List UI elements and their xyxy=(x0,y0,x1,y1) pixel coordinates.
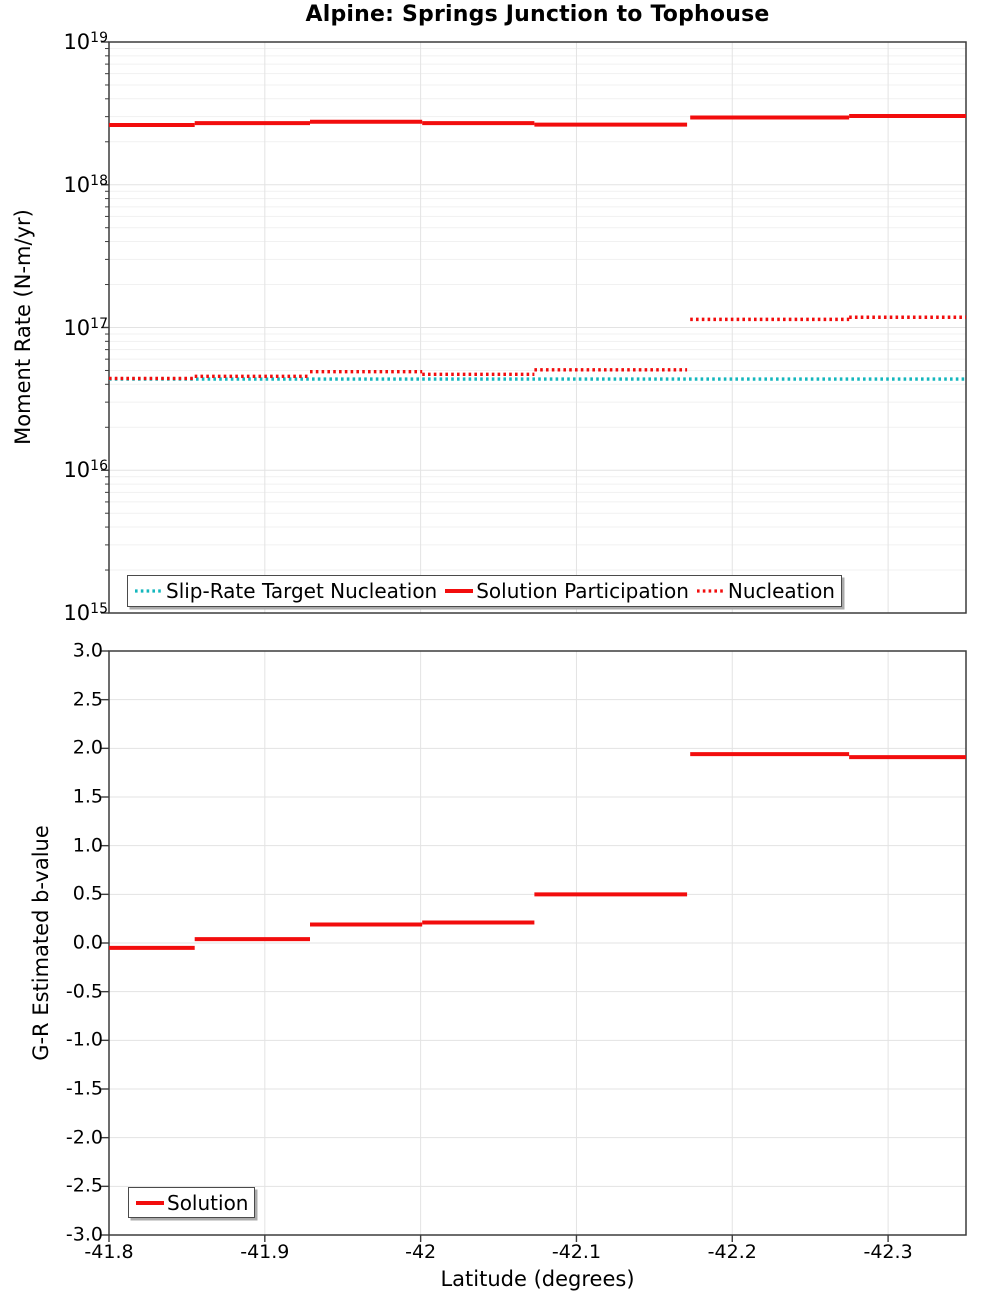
legend-item: Solution xyxy=(135,1191,248,1215)
legend-item-label: Solution Participation xyxy=(476,579,689,603)
x-tick-label: -41.9 xyxy=(240,1241,290,1263)
top-y-tick-label-1e15: 1015 xyxy=(63,601,108,625)
legend-item-label: Solution xyxy=(167,1190,249,1215)
legend-swatch-solid xyxy=(445,589,474,593)
x-tick-label: -42.1 xyxy=(551,1241,602,1263)
chart-title: Alpine: Springs Junction to Tophouse xyxy=(305,2,770,27)
top-legend: Slip-Rate Target Nucleation Solution Part… xyxy=(127,575,842,607)
legend-swatch-dotted xyxy=(135,589,163,593)
legend-item: Nucleation xyxy=(696,579,835,603)
x-tick-label: -41.8 xyxy=(84,1241,134,1263)
bottom-legend: Solution xyxy=(128,1187,256,1218)
legend-item: Solution Participation xyxy=(444,579,689,603)
top-y-tick-label-1e19: 1019 xyxy=(63,30,108,54)
legend-item: Slip-Rate Target Nucleation xyxy=(134,579,437,603)
legend-item-label: Nucleation xyxy=(727,579,835,603)
bottom-y-tick-label: 3.0 xyxy=(72,639,103,662)
latitude-axis-label: Latitude (degrees) xyxy=(440,1267,635,1291)
top-y-tick-label-1e18: 1018 xyxy=(63,172,108,197)
bottom-y-tick-label: -2.5 xyxy=(65,1174,103,1197)
bottom-y-tick-label: -2.0 xyxy=(65,1126,103,1149)
bottom-y-tick-label: 0.0 xyxy=(72,931,103,954)
x-tick-label: -42.3 xyxy=(863,1241,913,1263)
top-y-tick-label-1e16: 1016 xyxy=(63,458,108,483)
moment-rate-axis-label: Moment Rate (N-m/yr) xyxy=(11,209,35,445)
x-tick-label: -42.2 xyxy=(707,1241,757,1263)
x-tick-label: -42 xyxy=(405,1241,437,1263)
bottom-y-tick-label: -1.5 xyxy=(65,1077,103,1100)
legend-swatch-dotted xyxy=(696,589,725,593)
bottom-y-tick-label: 0.5 xyxy=(72,882,103,905)
legend-swatch-solid xyxy=(136,1200,164,1205)
bottom-y-tick-label: -3.0 xyxy=(65,1223,103,1246)
bottom-y-tick-label: 2.0 xyxy=(72,736,103,759)
bottom-y-tick-label: -1.0 xyxy=(65,1028,103,1051)
bottom-y-tick-label: -0.5 xyxy=(65,980,103,1003)
legend-item-label: Slip-Rate Target Nucleation xyxy=(166,579,438,603)
top-y-tick-label-1e17: 1017 xyxy=(63,315,108,340)
bottom-y-tick-label: 2.5 xyxy=(72,688,103,711)
b-value-axis-label: G-R Estimated b-value xyxy=(29,825,53,1061)
bottom-y-tick-label: 1.5 xyxy=(72,785,103,808)
bottom-y-tick-label: 1.0 xyxy=(72,834,103,857)
